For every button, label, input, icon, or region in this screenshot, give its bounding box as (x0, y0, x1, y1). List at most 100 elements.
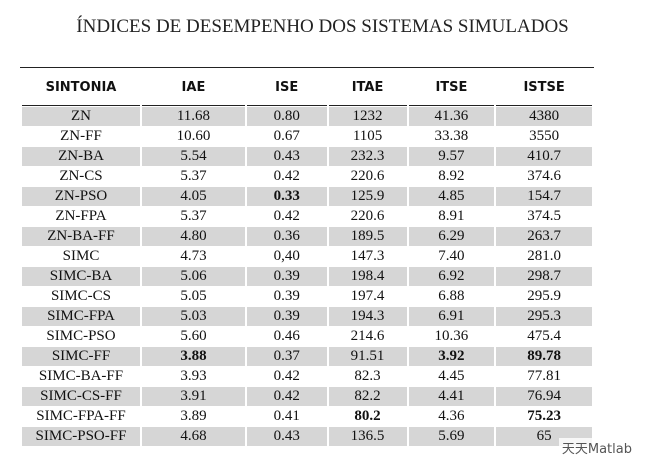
title: ÍNDICES DE DESEMPENHO DOS SISTEMAS SIMUL… (76, 16, 569, 37)
cell: 4.68 (141, 427, 245, 446)
cell: 10.60 (176, 128, 211, 144)
cell: 0.36 (246, 227, 327, 246)
cell: 3.92 (408, 347, 495, 366)
cell: 10.36 (434, 328, 469, 344)
header-cell: ISTSE (496, 69, 592, 106)
cell: 8.91 (438, 208, 465, 224)
cell: 0.39 (246, 267, 327, 286)
cell: 374.6 (527, 168, 561, 184)
table-row: SIMC-CS-FF 3.91 0.42 82.2 4.41 76.94 (22, 387, 592, 406)
row-label: SIMC-CS-FF (22, 387, 140, 406)
row-label: ZN-BA (22, 147, 140, 166)
cell: 75.23 (527, 408, 561, 424)
cell: 295.3 (496, 307, 592, 326)
row-label: SIMC (62, 248, 100, 264)
cell: 298.7 (496, 267, 592, 286)
cell: 410.7 (496, 147, 592, 166)
table-row: ZN 11.68 0.80 1232 41.36 4380 (22, 107, 592, 126)
cell: 4.45 (438, 368, 465, 384)
cell: 0.39 (273, 288, 300, 304)
cell: 0.37 (246, 347, 327, 366)
table-row: SIMC-CS 5.05 0.39 197.4 6.88 295.9 (22, 287, 592, 306)
header-cell: ISE (246, 69, 327, 106)
cell: 263.7 (496, 227, 592, 246)
cell: 82.3 (354, 368, 381, 384)
cell: 475.4 (527, 328, 561, 344)
cell: 147.3 (350, 248, 385, 264)
cell: 197.4 (350, 288, 385, 304)
cell: 194.3 (328, 307, 407, 326)
row-label: SIMC-FPA-FF (36, 408, 126, 424)
table: SINTONIA IAE ISE ITAE ITSE ISTSE ZN 11.68 0.80 1… (20, 67, 594, 447)
cell: 3.93 (180, 368, 207, 384)
cell: 5.54 (141, 147, 245, 166)
cell: 0.43 (246, 427, 327, 446)
table-row: SIMC-PSO-FF 4.68 0.43 136.5 5.69 65 (22, 427, 592, 446)
table-row: ZN-BA 5.54 0.43 232.3 9.57 410.7 (22, 147, 592, 166)
table-row: SIMC-PSO 5.60 0.46 214.6 10.36 475.4 (22, 327, 592, 346)
table-row: SIMC-FPA 5.03 0.39 194.3 6.91 295.3 (22, 307, 592, 326)
row-label: SIMC-CS (50, 288, 111, 304)
row-label: SIMC-FPA (22, 307, 140, 326)
cell: 5.60 (180, 328, 207, 344)
cell: 3.88 (141, 347, 245, 366)
cell: 6.88 (438, 288, 465, 304)
cell: 220.6 (350, 168, 385, 184)
row-label: ZN-FPA (55, 208, 107, 224)
cell: 0.42 (273, 368, 300, 384)
table-row: SIMC 4.73 0,40 147.3 7.40 281.0 (22, 247, 592, 266)
cell: 11.68 (141, 107, 245, 126)
cell: 0.33 (246, 187, 327, 206)
cell: 4380 (496, 107, 592, 126)
row-label: ZN-PSO (22, 187, 140, 206)
table-row: SIMC-BA 5.06 0.39 198.4 6.92 298.7 (22, 267, 592, 286)
cell: 0.42 (273, 208, 300, 224)
row-label: ZN (22, 107, 140, 126)
cell: 41.36 (408, 107, 495, 126)
cell: 0,40 (273, 248, 300, 264)
cell: 0.46 (273, 328, 300, 344)
row-label: SIMC-PSO-FF (22, 427, 140, 446)
cell: 214.6 (350, 328, 385, 344)
cell: 6.92 (408, 267, 495, 286)
cell: 5.05 (180, 288, 207, 304)
cell: 295.9 (527, 288, 561, 304)
cell: 4.85 (408, 187, 495, 206)
cell: 0.42 (273, 168, 300, 184)
cell: 3.89 (180, 408, 207, 424)
cell: 198.4 (328, 267, 407, 286)
cell: 82.2 (328, 387, 407, 406)
cell: 189.5 (328, 227, 407, 246)
cell: 0.39 (246, 307, 327, 326)
table-row: ZN-PSO 4.05 0.33 125.9 4.85 154.7 (22, 187, 592, 206)
cell: 232.3 (328, 147, 407, 166)
cell: 0.80 (246, 107, 327, 126)
table-row: ZN-BA-FF 4.80 0.36 189.5 6.29 263.7 (22, 227, 592, 246)
cell: 89.78 (496, 347, 592, 366)
cell: 5.37 (180, 168, 207, 184)
cell: 220.6 (350, 208, 385, 224)
cell: 0.43 (246, 147, 327, 166)
cell: 5.03 (141, 307, 245, 326)
table-body: ZN 11.68 0.80 1232 41.36 4380 ZN-FF 10.60 0.67 11… (22, 107, 592, 446)
cell: 6.91 (408, 307, 495, 326)
cell: 8.92 (438, 168, 465, 184)
cell: 136.5 (328, 427, 407, 446)
cell: 0.42 (246, 387, 327, 406)
table-row: SIMC-FPA-FF 3.89 0.41 80.2 4.36 75.23 (22, 407, 592, 426)
cell: 9.57 (408, 147, 495, 166)
cell: 4.36 (438, 408, 465, 424)
cell: 6.29 (408, 227, 495, 246)
table-row: ZN-FPA 5.37 0.42 220.6 8.91 374.5 (22, 207, 592, 226)
header-cell: IAE (141, 69, 245, 106)
table-row: SIMC-BA-FF 3.93 0.42 82.3 4.45 77.81 (22, 367, 592, 386)
cell: 5.06 (141, 267, 245, 286)
header-row: SINTONIA IAE ISE ITAE ITSE ISTSE (22, 69, 592, 106)
watermark: 天天Matlab (558, 438, 635, 457)
cell: 1105 (352, 128, 383, 144)
cell: 374.5 (527, 208, 561, 224)
row-label: SIMC-BA (22, 267, 140, 286)
row-label: SIMC-BA-FF (38, 368, 124, 384)
cell: 3.91 (141, 387, 245, 406)
